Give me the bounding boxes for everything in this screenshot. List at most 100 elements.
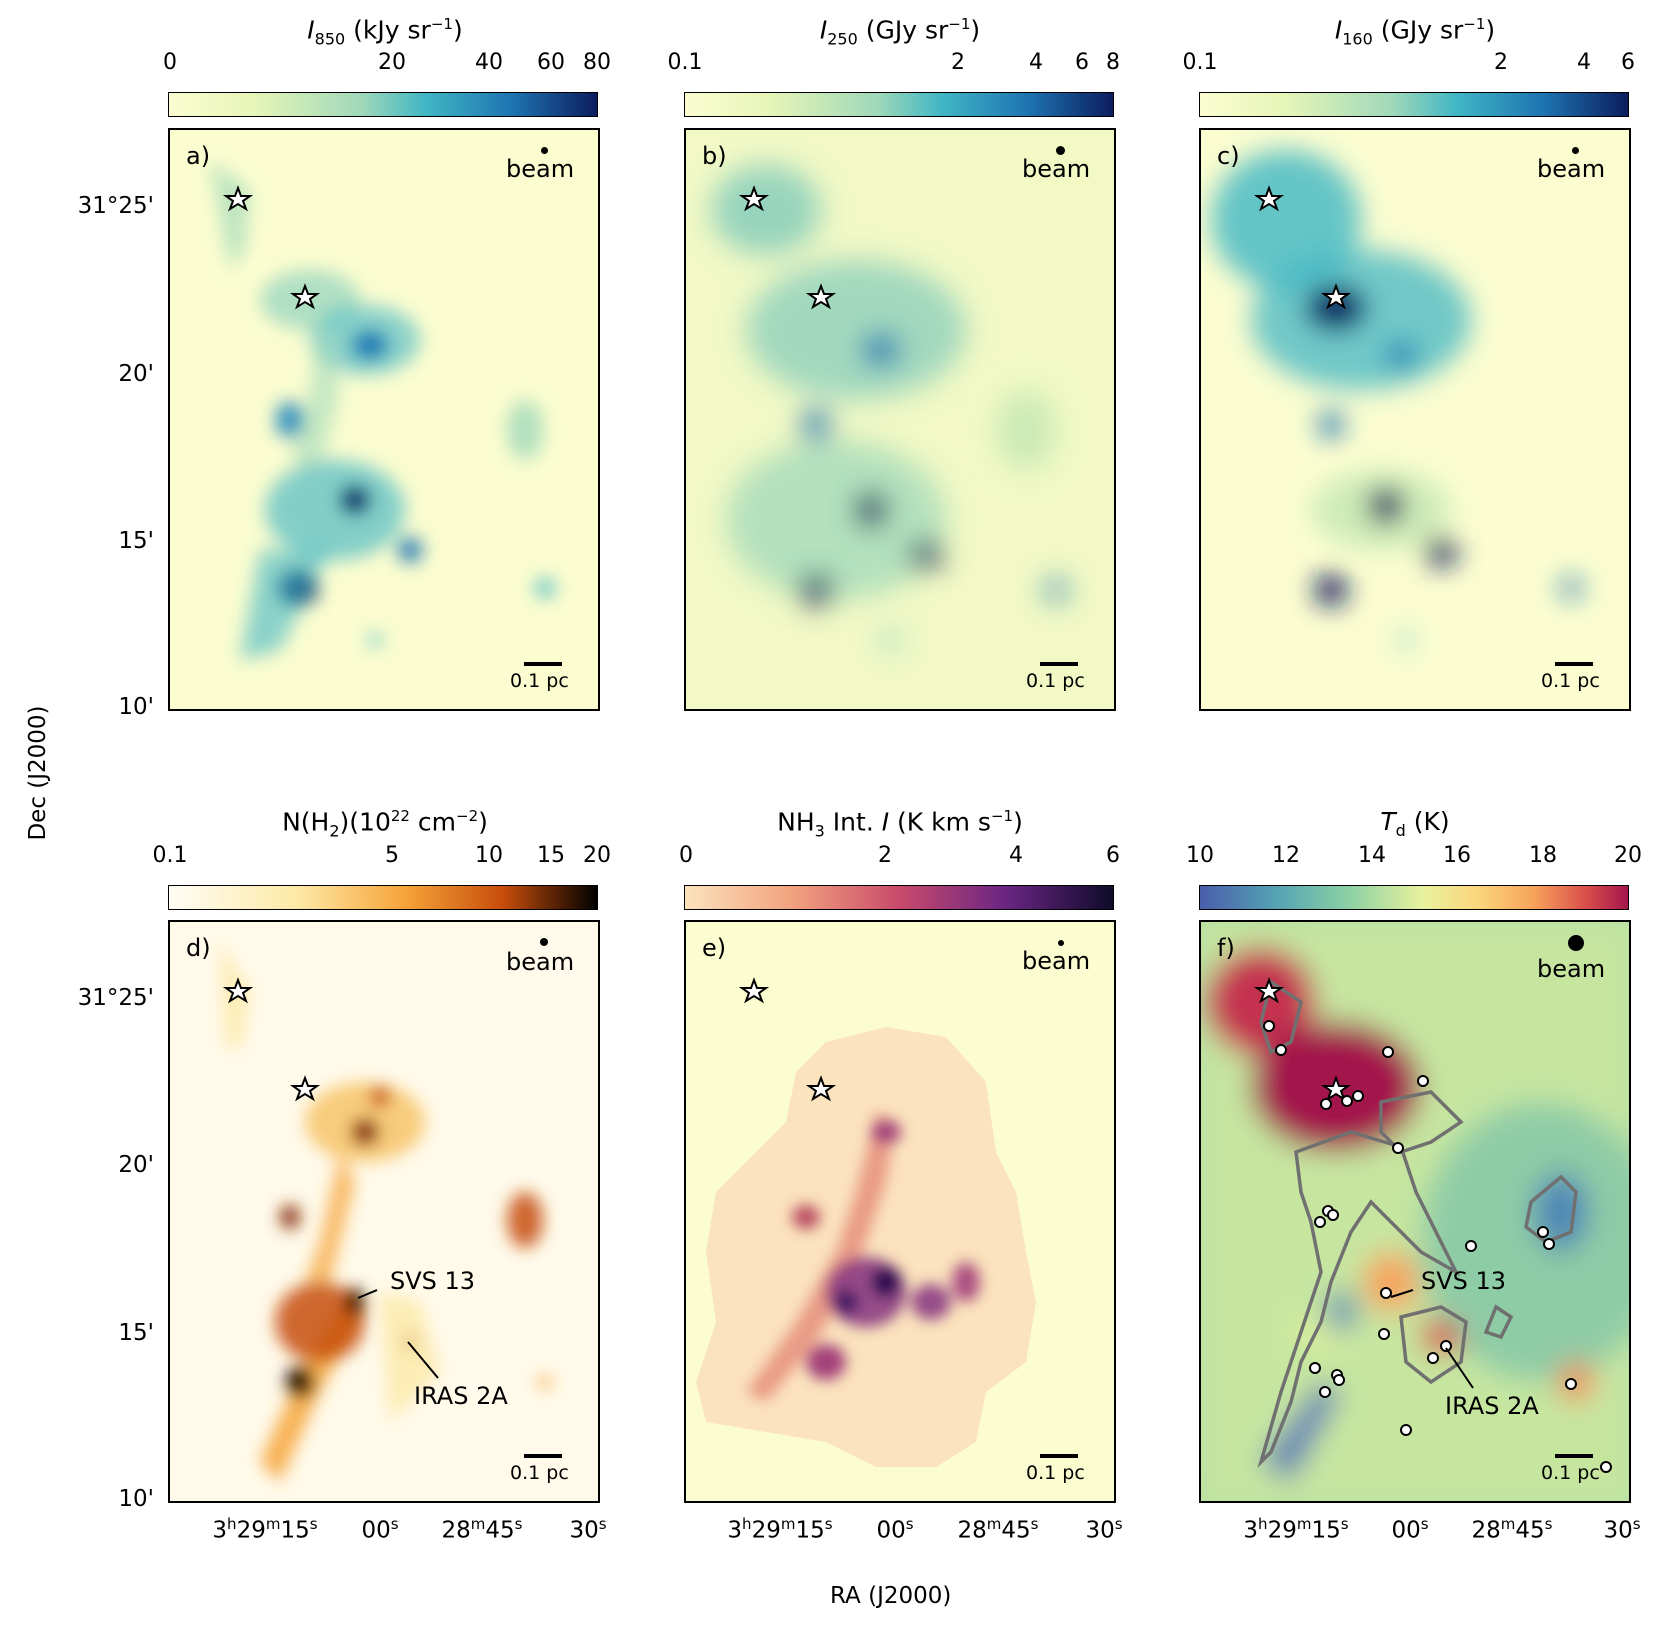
map-f: f) beam SVS 13 IRAS 2A 0.1 pc [1199, 920, 1631, 1503]
cbar-a-tick: 0 [163, 50, 177, 75]
cbar-b-tick: 0.1 [667, 50, 703, 75]
xtick-e-1: 3h29m15s [727, 1515, 833, 1544]
cbar-d-tick: 20 [583, 843, 611, 868]
cbar-a-tick: 80 [583, 50, 611, 75]
cbar-e-tick: 0 [679, 843, 693, 868]
panel-label-a: a) [186, 142, 211, 170]
colorbar-f [1199, 885, 1629, 910]
cbar-a-tick: 20 [378, 50, 406, 75]
map-c-emission [1211, 150, 1581, 646]
scale-bar [1040, 662, 1078, 666]
xtick-f-2: 00s [1391, 1515, 1429, 1544]
colorbar-title-b: I250 (GJy sr−1) [819, 15, 981, 49]
ytick-row1: 31°25' [77, 193, 154, 219]
ytick-row2: 15' [118, 1320, 154, 1346]
iras2a-label: IRAS 2A [414, 1382, 508, 1410]
star-marker [805, 1075, 837, 1102]
panel-label-f: f) [1217, 934, 1235, 962]
colorbar-title-e: NH3 Int. I (K km s−1) [777, 807, 1023, 841]
xtick-e-2: 00s [876, 1515, 914, 1544]
star-marker [222, 185, 254, 212]
cbar-b-tick: 8 [1106, 50, 1120, 75]
ysos [1263, 1020, 1612, 1473]
xtick-d-2: 00s [361, 1515, 399, 1544]
map-b: b) beam 0.1 pc [684, 128, 1116, 711]
cbar-a-tick: 60 [537, 50, 565, 75]
ytick-row2: 20' [118, 1152, 154, 1178]
colorbar-title-c: I160 (GJy sr−1) [1334, 15, 1496, 49]
cbar-f-tick: 10 [1186, 843, 1214, 868]
map-f-temperature [1201, 922, 1629, 1501]
cbar-c-tick: 4 [1577, 50, 1591, 75]
star-marker [738, 185, 770, 212]
iras2a-label: IRAS 2A [1445, 1392, 1539, 1420]
map-d-emission [220, 942, 551, 1482]
cbar-b-tick: 4 [1029, 50, 1043, 75]
colorbar-d [168, 885, 598, 910]
cbar-d-tick: 0.1 [152, 843, 188, 868]
cbar-d-tick: 5 [385, 843, 399, 868]
colorbar-c [1199, 92, 1629, 117]
svs13-label: SVS 13 [390, 1267, 476, 1295]
scale-bar [1040, 1454, 1078, 1458]
cbar-e-tick: 4 [1009, 843, 1023, 868]
beam-label: beam [506, 155, 575, 183]
beam-dot [1572, 147, 1579, 154]
colorbar-a [168, 92, 598, 117]
beam-dot [1058, 940, 1064, 946]
panel-label-c: c) [1217, 142, 1240, 170]
scale-bar [524, 662, 562, 666]
beam-label: beam [506, 948, 575, 976]
colorbar-title-d: N(H2)(1022 cm−2) [282, 807, 488, 841]
scale-bar [524, 1454, 562, 1458]
cbar-d-tick: 10 [475, 843, 503, 868]
star-marker [805, 283, 837, 310]
beam-dot [1056, 146, 1065, 155]
ytick-row1: 20' [118, 361, 154, 387]
map-c: c) beam 0.1 pc [1199, 128, 1631, 711]
colorbar-title-f: Td (K) [1380, 807, 1450, 840]
panel-label-d: d) [186, 934, 211, 962]
scale-label: 0.1 pc [1541, 670, 1600, 692]
star-marker [1253, 185, 1285, 212]
cbar-f-tick: 12 [1272, 843, 1300, 868]
xtick-d-1: 3h29m15s [212, 1515, 318, 1544]
cbar-c-tick: 2 [1494, 50, 1508, 75]
cbar-f-tick: 20 [1614, 843, 1642, 868]
svs13-label: SVS 13 [1421, 1267, 1507, 1295]
beam-label: beam [1022, 947, 1091, 975]
star-marker [222, 977, 254, 1004]
star-marker [289, 1075, 321, 1102]
scale-bar [1555, 1454, 1593, 1458]
scale-bar [1555, 662, 1593, 666]
cbar-b-tick: 6 [1075, 50, 1089, 75]
xtick-f-4: 30s [1603, 1515, 1641, 1544]
star-marker [1320, 1075, 1352, 1102]
svs13-pointer [357, 1289, 378, 1299]
panel-label-b: b) [702, 142, 727, 170]
iras2a-pointer [1445, 1347, 1474, 1389]
xtick-e-3: 28m45s [957, 1515, 1039, 1544]
star-marker [1320, 283, 1352, 310]
cbar-c-tick: 0.1 [1182, 50, 1218, 75]
star-marker [1253, 977, 1285, 1004]
scale-label: 0.1 pc [1026, 670, 1085, 692]
cbar-c-tick: 6 [1621, 50, 1635, 75]
x-axis-label: RA (J2000) [830, 1583, 952, 1609]
scale-label: 0.1 pc [1541, 1462, 1600, 1484]
colorbar-e [684, 885, 1114, 910]
panel-label-e: e) [702, 934, 727, 962]
ytick-row1: 10' [118, 694, 154, 720]
map-b-emission [711, 165, 1066, 647]
xtick-d-4: 30s [569, 1515, 607, 1544]
cbar-e-tick: 6 [1106, 843, 1120, 868]
xtick-f-3: 28m45s [1471, 1515, 1553, 1544]
cbar-f-tick: 16 [1443, 843, 1471, 868]
beam-dot [541, 147, 548, 154]
xtick-d-3: 28m45s [441, 1515, 523, 1544]
beam-label: beam [1537, 955, 1606, 983]
iras2a-pointer [407, 1341, 439, 1379]
beam-dot [1568, 935, 1584, 951]
cbar-b-tick: 2 [951, 50, 965, 75]
colorbar-b [684, 92, 1114, 117]
